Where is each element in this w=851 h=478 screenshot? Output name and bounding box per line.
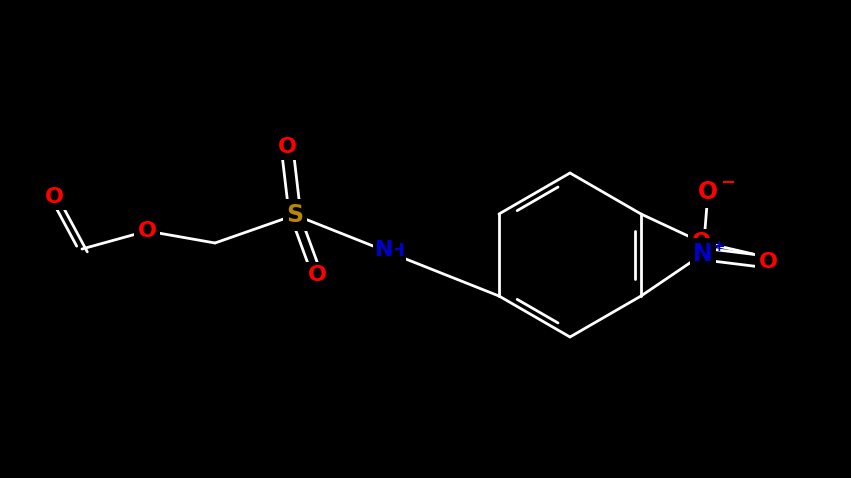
Text: O: O (692, 232, 711, 252)
Text: S: S (287, 203, 304, 227)
Text: N: N (693, 242, 713, 266)
Text: N: N (374, 240, 393, 261)
Text: O: O (307, 265, 327, 285)
Text: −: − (721, 174, 735, 192)
Text: O: O (277, 137, 296, 157)
Text: +: + (712, 239, 725, 253)
Text: H: H (390, 241, 404, 260)
Text: O: O (44, 187, 64, 207)
Text: O: O (698, 180, 718, 204)
Text: O: O (138, 221, 157, 241)
Text: O: O (758, 252, 778, 272)
